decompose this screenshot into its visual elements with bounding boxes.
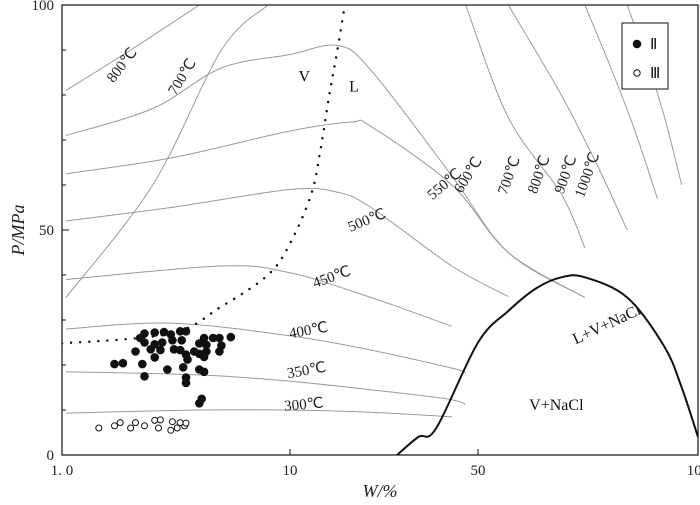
region-label: V	[298, 69, 310, 86]
vapor-liquid-boundary	[62, 5, 347, 345]
legend-box	[621, 22, 669, 90]
legend-label: Ⅱ	[650, 37, 657, 53]
data-point-filled	[140, 372, 149, 381]
data-point-open	[132, 419, 139, 427]
region-label: L	[349, 78, 359, 95]
isotherm-700℃	[465, 5, 586, 249]
data-point-filled	[157, 338, 167, 347]
data-point-open	[156, 416, 164, 424]
x-axis-title: W/%	[363, 481, 398, 501]
data-point-filled	[168, 336, 177, 345]
data-point-open	[173, 424, 181, 432]
isotherm-label: 500℃	[346, 206, 388, 236]
axes: 1. 0 10 50 100 0 50 100 W/% P/MPa	[8, 0, 700, 501]
data-point-filled	[195, 339, 204, 348]
isotherm-300℃	[65, 409, 452, 418]
data-point-filled	[215, 347, 224, 356]
data-point-open	[141, 422, 148, 430]
data-point-filled	[150, 353, 159, 362]
plot-frame	[61, 4, 699, 456]
isotherm-label: 800℃	[525, 153, 553, 195]
data-point-open	[167, 426, 175, 434]
data-point-open	[95, 424, 103, 432]
data-point-filled	[118, 358, 128, 368]
inclusion-points	[95, 327, 236, 434]
isotherm-label: 350℃	[286, 360, 328, 383]
data-point-open	[127, 424, 135, 432]
isotherm-label: 700℃	[495, 154, 523, 196]
data-point-filled	[199, 352, 209, 362]
data-point-filled	[175, 345, 185, 355]
region-label: V+NaCl	[529, 397, 584, 414]
y-axis-title: P/MPa	[8, 205, 28, 257]
data-point-filled	[226, 332, 236, 342]
data-point-filled	[177, 336, 186, 345]
halite-saturation-curve	[396, 274, 698, 455]
legend-label: Ⅲ	[650, 66, 660, 82]
data-point-filled	[178, 363, 188, 372]
y-tick-label: 50	[39, 223, 54, 239]
data-point-filled	[199, 367, 209, 377]
data-point-filled	[163, 365, 172, 374]
data-point-filled	[140, 329, 149, 338]
data-point-filled	[215, 333, 224, 343]
x-tick-label: 100	[687, 463, 700, 479]
data-point-filled	[181, 327, 191, 336]
phase-boundaries	[62, 5, 698, 455]
data-point-filled	[110, 359, 119, 369]
y-tick-label: 100	[32, 0, 55, 14]
isotherm-600℃	[65, 44, 586, 298]
data-point-open	[111, 422, 118, 430]
data-point-open	[155, 424, 162, 432]
data-point-open	[182, 419, 190, 427]
data-point-filled	[138, 359, 147, 369]
x-tick-label: 1. 0	[51, 463, 74, 479]
isotherm-label: 800℃	[104, 45, 141, 86]
isotherm-450℃	[65, 265, 453, 327]
data-point-filled	[181, 378, 191, 388]
isotherm-900℃	[584, 5, 658, 199]
data-point-filled	[140, 338, 149, 347]
data-point-open	[176, 419, 184, 427]
x-tick-label: 10	[283, 463, 298, 479]
isotherm-800℃	[65, 5, 200, 91]
data-point-filled	[183, 355, 192, 364]
region-label: L+V+NaCl	[570, 302, 644, 349]
data-point-filled	[150, 328, 159, 337]
legend-marker-filled	[632, 39, 642, 49]
isotherm-lines	[65, 5, 683, 418]
isotherm-label: 300℃	[284, 395, 325, 414]
data-point-open	[116, 419, 124, 427]
legend-marker-open	[633, 69, 641, 77]
data-point-filled	[131, 347, 140, 356]
isotherm-label: 400℃	[288, 320, 330, 343]
isotherm-800℃	[507, 5, 628, 231]
data-point-open	[168, 418, 176, 426]
y-tick-label: 0	[47, 448, 55, 464]
data-point-open	[151, 416, 159, 424]
isotherm-500℃	[65, 187, 509, 298]
isotherm-700℃	[65, 5, 269, 298]
isotherm-label: 450℃	[311, 263, 353, 291]
data-point-filled	[146, 345, 155, 354]
isotherm-label: 700℃	[165, 56, 199, 98]
data-point-filled	[156, 345, 165, 355]
isotherm-350℃	[65, 371, 466, 405]
x-tick-label: 50	[471, 463, 486, 479]
isotherm-400℃	[65, 322, 466, 374]
data-point-filled	[195, 399, 204, 408]
